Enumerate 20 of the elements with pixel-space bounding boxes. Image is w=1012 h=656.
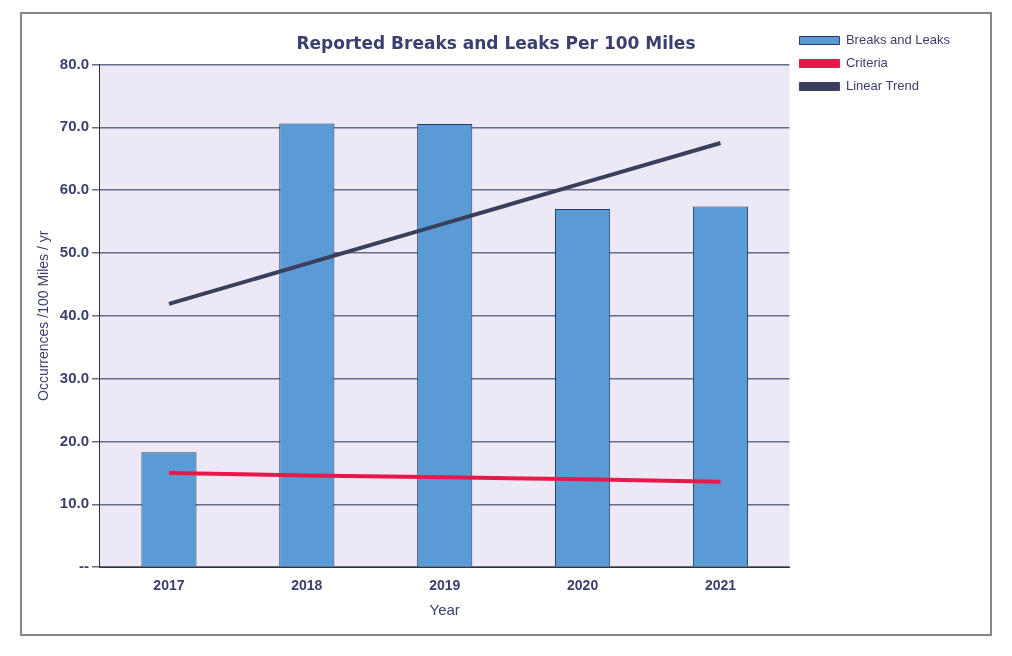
legend-label: Breaks and Leaks xyxy=(845,32,951,48)
y-tick-label: 70.0 xyxy=(59,117,89,135)
x-tick-label: 2021 xyxy=(704,577,737,594)
x-axis-title: Year xyxy=(429,601,460,619)
y-tick-label: 10.0 xyxy=(59,494,89,512)
legend-label: Criteria xyxy=(845,55,889,71)
y-tick-label: 30.0 xyxy=(59,368,89,386)
y-tick-label: 50.0 xyxy=(59,243,89,261)
x-tick-label: 2018 xyxy=(291,577,323,594)
y-tick-label: 20.0 xyxy=(59,431,89,449)
chart-title: Reported Breaks and Leaks Per 100 Miles xyxy=(296,32,696,53)
legend-label: Linear Trend xyxy=(845,78,919,94)
x-tick-label: 2019 xyxy=(429,577,461,594)
y-tick-label: 80.0 xyxy=(59,54,89,72)
y-tick-label: -- xyxy=(78,557,89,575)
x-tick-label: 2017 xyxy=(153,577,185,594)
y-tick-label: 40.0 xyxy=(59,305,89,323)
x-tick-label: 2020 xyxy=(567,577,599,594)
y-tick-label: 60.0 xyxy=(59,180,89,198)
y-axis-title: Occurrences /100 Miles / yr xyxy=(35,230,52,401)
